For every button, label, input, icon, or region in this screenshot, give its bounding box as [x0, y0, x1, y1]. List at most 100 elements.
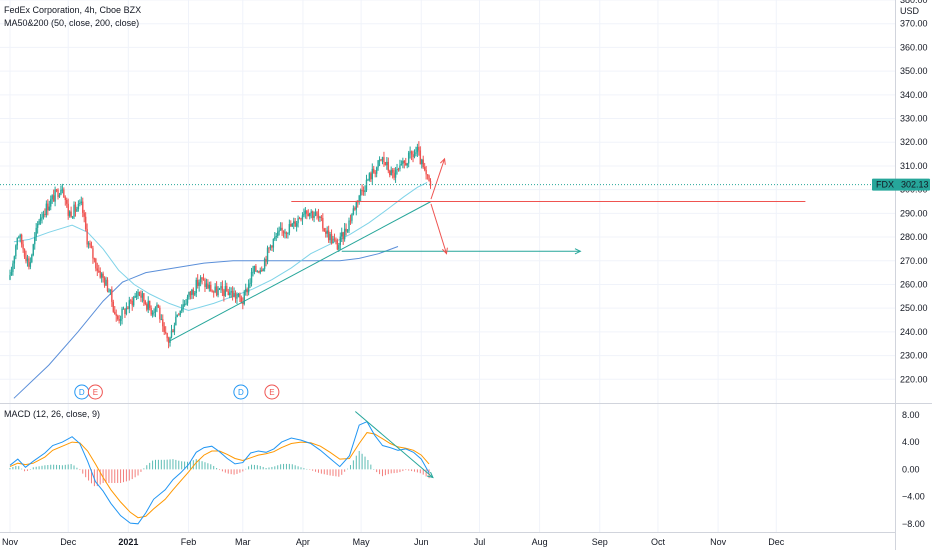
candle-body [201, 277, 203, 279]
candle-body [253, 265, 256, 272]
macd-histogram-bar [393, 469, 395, 474]
candle-body [32, 244, 34, 255]
macd-histogram-bar [364, 456, 366, 470]
candle-body [343, 228, 346, 240]
candle-body [242, 302, 244, 304]
candle-body [277, 231, 279, 237]
earnings-marker[interactable] [87, 384, 103, 400]
projection-arrow[interactable] [430, 203, 447, 254]
candle-body [421, 159, 423, 165]
candle-body [400, 163, 403, 166]
time-tick-label: May [353, 537, 371, 547]
macd-tick-label: −4.00 [902, 492, 925, 502]
macd-histogram-bar [300, 467, 302, 470]
candle-body [70, 211, 72, 218]
macd-histogram-bar [411, 469, 413, 472]
candle-body [150, 307, 152, 315]
macd-histogram-bar [18, 466, 20, 470]
macd-histogram-bar [335, 469, 337, 477]
macd-histogram-bar [149, 462, 151, 470]
candle-body [258, 271, 260, 273]
macd-histogram-bar [251, 464, 253, 470]
macd-histogram-bar [381, 469, 383, 477]
symbol-title[interactable]: FedEx Corporation, 4h, Cboe BZX [4, 5, 142, 15]
macd-histogram-bar [315, 469, 317, 472]
macd-histogram-bar [189, 461, 191, 470]
candle-body [116, 315, 119, 320]
candle-body [99, 270, 101, 278]
projection-arrow[interactable] [430, 158, 446, 200]
candle-body [422, 159, 424, 168]
macd-histogram-bar [320, 469, 322, 474]
candle-body [194, 293, 196, 295]
time-tick-label: Mar [235, 537, 251, 547]
macd-histogram-bar [9, 468, 11, 470]
candle-body [300, 218, 302, 220]
time-tick-label: 2021 [118, 537, 138, 547]
earnings-marker[interactable] [264, 384, 280, 400]
candle-body [234, 293, 237, 299]
candle-body [13, 256, 16, 264]
candle-body [245, 289, 247, 292]
grid [0, 0, 895, 532]
ma-legend[interactable]: MA50&200 (50, close, 200, close) [4, 18, 140, 28]
currency-label: USD [900, 6, 920, 16]
price-tag[interactable]: FDX 302.13 [872, 178, 930, 191]
macd-histogram-bar [280, 464, 282, 470]
macd-histogram-bar [26, 469, 28, 471]
candle-body [73, 204, 75, 217]
candle-body [192, 289, 195, 295]
macd-histogram-bar [21, 468, 23, 470]
macd-histogram-bar [419, 469, 421, 474]
candle-body [163, 326, 165, 332]
candle-body [298, 218, 301, 220]
candle-body [166, 332, 168, 339]
macd-histogram-bar [399, 469, 401, 473]
price-axis: 380.00 370.00 360.00 350.00 340.00 330.00 320.… [900, 0, 928, 384]
candle-body [90, 245, 93, 249]
candle-body [44, 213, 46, 216]
candle-body [364, 190, 366, 193]
macd-histogram-bar [85, 469, 87, 478]
candle-body [105, 279, 107, 286]
candle-body [386, 161, 388, 166]
macd-trend-line[interactable] [354, 411, 434, 478]
dividend-marker[interactable] [233, 384, 249, 400]
candle-body [147, 300, 149, 310]
candle-body [42, 213, 45, 218]
macd-legend[interactable]: MACD (12, 26, close, 9) [4, 409, 101, 419]
candle-body [98, 270, 100, 272]
candle-body [383, 157, 385, 163]
support-line[interactable] [168, 201, 432, 342]
price-tick-label: 340.00 [900, 90, 928, 100]
macd-histogram-bar [61, 465, 63, 470]
macd-histogram-bar [285, 463, 287, 470]
candle-body [262, 268, 264, 272]
candle-body [68, 211, 71, 216]
macd-tick-label: −8.00 [902, 519, 925, 529]
candle-body [279, 227, 282, 231]
candle-body [336, 240, 339, 250]
candle-body [18, 237, 20, 239]
candle-body [394, 170, 397, 178]
candle-body [167, 338, 170, 343]
time-axis: Nov Dec 2021 Feb Mar Apr May Jun Jul Aug Sep Oct Nov… [2, 537, 785, 547]
candle-body [429, 181, 432, 186]
candle-body [71, 216, 74, 218]
macd-histogram-bar [201, 461, 203, 470]
candle-body [35, 227, 37, 237]
candle-body [52, 195, 55, 202]
price-tick-label: 280.00 [900, 232, 928, 242]
price-tick-label: 230.00 [900, 351, 928, 361]
projection-arrow-head [440, 157, 446, 165]
candle-body [354, 208, 356, 210]
marker-label: E [269, 388, 274, 397]
macd-histogram-bar [140, 469, 142, 472]
candle-body [418, 146, 420, 151]
macd-histogram-bar [29, 469, 31, 470]
price-tick-label: 250.00 [900, 303, 928, 313]
candle-body [221, 286, 224, 291]
price-tick-label: 290.00 [900, 208, 928, 218]
macd-histogram-bar [70, 464, 72, 470]
